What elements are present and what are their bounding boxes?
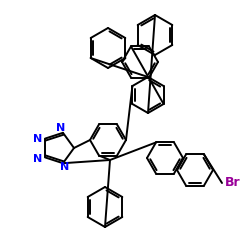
Text: Br: Br — [225, 176, 240, 190]
Text: N: N — [34, 154, 43, 164]
Text: N: N — [56, 123, 66, 133]
Text: N: N — [34, 134, 43, 143]
Text: N: N — [60, 162, 70, 172]
